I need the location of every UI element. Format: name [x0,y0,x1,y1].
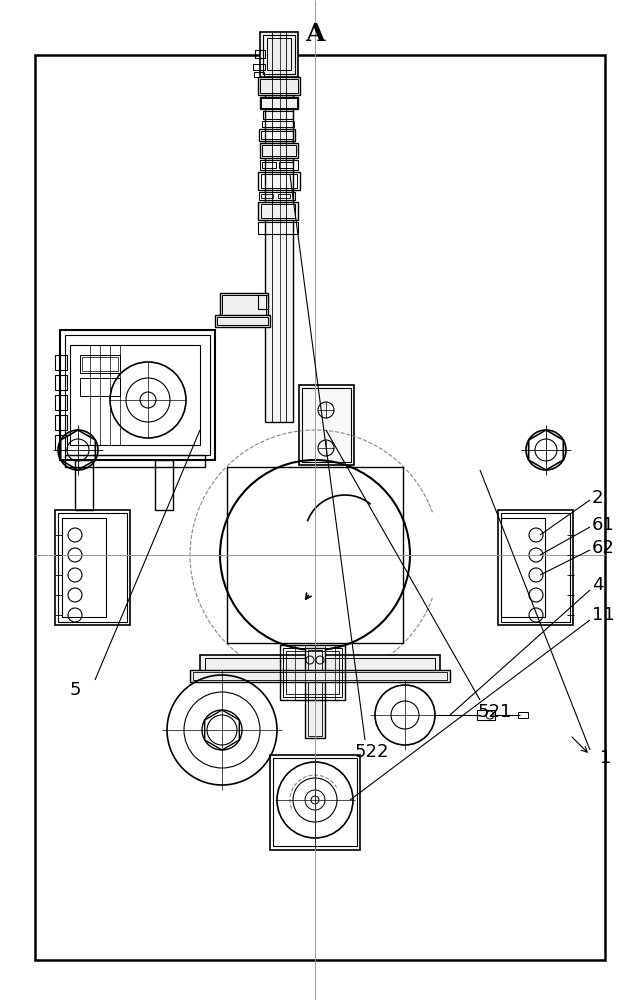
Bar [205,658,435,670]
Bar [260,143,298,158]
Bar [55,355,67,370]
Bar [477,710,495,720]
Bar [215,315,270,327]
Bar [259,129,295,141]
Bar [227,467,403,643]
Bar [190,670,450,682]
Text: 5: 5 [70,681,81,699]
Bar [258,77,300,95]
Bar [75,460,93,510]
Bar [200,655,440,673]
Text: 4: 4 [592,576,604,594]
Bar [305,648,325,738]
Bar [65,335,210,455]
Bar [260,97,298,109]
Bar [222,295,266,316]
Bar [58,513,127,622]
Bar [80,355,120,373]
Text: 522: 522 [355,743,390,761]
Bar [286,651,339,694]
Bar [265,32,293,422]
Bar [260,79,298,93]
Bar [55,510,130,625]
Text: 1: 1 [600,749,611,767]
Bar [55,395,67,410]
Bar [255,50,265,58]
Bar [55,415,67,430]
Bar [259,192,295,200]
Bar [270,755,360,850]
Bar [254,72,264,77]
Bar [60,330,215,460]
Bar [518,712,528,718]
Bar [280,645,345,700]
Bar [267,38,291,70]
Bar [65,455,205,467]
Bar [261,131,293,139]
Bar [261,174,297,188]
Bar [217,317,268,325]
Bar [260,32,298,77]
Bar [308,650,322,736]
Bar [263,35,295,74]
Bar [262,162,276,168]
Bar [498,510,573,625]
Bar [155,460,173,510]
Bar [261,194,273,198]
Text: 11: 11 [592,606,615,624]
Bar [193,672,447,680]
Bar [35,55,605,960]
Bar [279,162,293,168]
Bar [262,145,296,156]
Bar [273,758,357,846]
Bar [283,648,342,697]
Text: 521: 521 [478,703,513,721]
Text: 62: 62 [592,539,615,557]
Bar [220,293,268,318]
Bar [62,518,106,617]
Bar [82,357,118,371]
Bar [263,111,293,119]
Bar [261,98,297,108]
Bar [55,435,67,450]
Text: 2: 2 [592,489,604,507]
Text: A: A [305,22,324,46]
Bar [253,64,265,70]
Bar [260,160,298,170]
Bar [70,345,200,445]
Bar [258,222,298,234]
Bar [258,202,298,220]
Bar [299,385,354,465]
Bar [302,388,351,462]
Bar [258,295,268,309]
Bar [501,513,570,622]
Bar [55,375,67,390]
Bar [261,204,295,218]
Text: 61: 61 [592,516,615,534]
Bar [262,121,294,127]
Bar [80,378,120,396]
Bar [258,172,300,190]
Bar [278,194,290,198]
Bar [501,518,545,617]
